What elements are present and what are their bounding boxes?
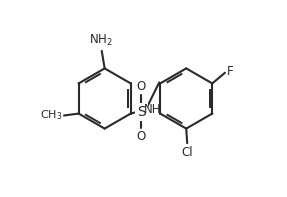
Text: O: O xyxy=(137,130,146,143)
Text: Cl: Cl xyxy=(181,146,193,159)
Text: NH: NH xyxy=(144,103,162,116)
Text: F: F xyxy=(227,65,234,78)
Text: CH$_3$: CH$_3$ xyxy=(40,109,62,122)
Text: NH$_2$: NH$_2$ xyxy=(89,33,113,48)
Text: S: S xyxy=(137,105,146,119)
Text: O: O xyxy=(137,80,146,93)
